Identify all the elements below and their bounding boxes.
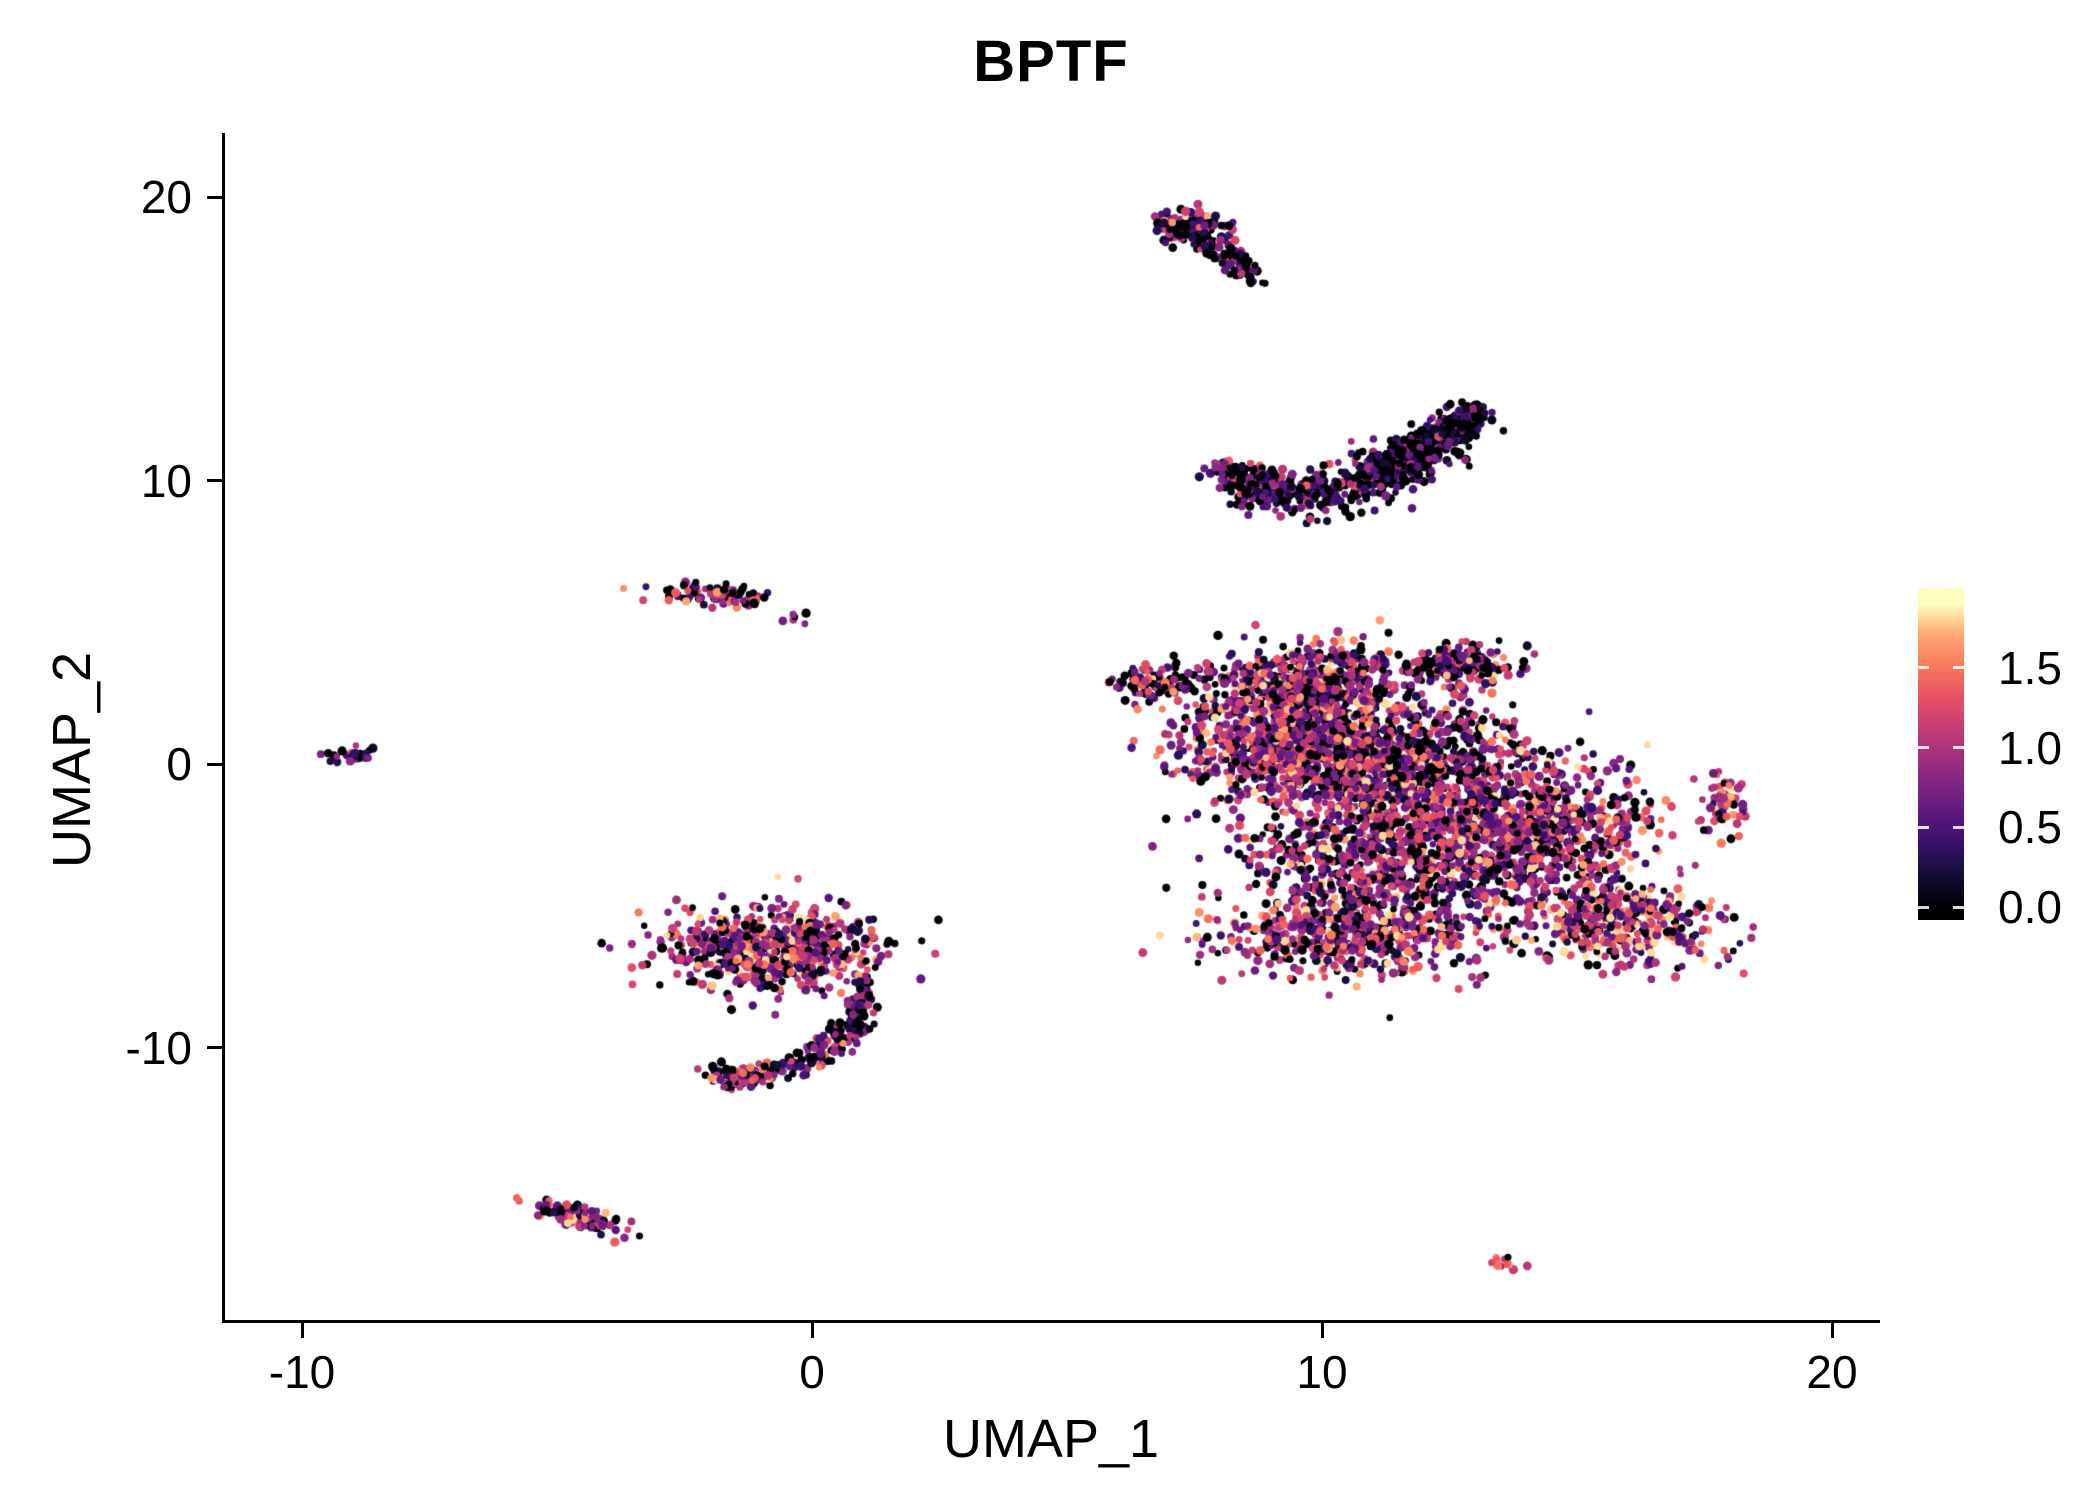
- colorbar-tick-label: 0.5: [1998, 801, 2062, 854]
- x-tick-mark: [1830, 1323, 1834, 1338]
- colorbar-tick: [1953, 746, 1964, 750]
- y-tick-label: -10: [125, 1021, 192, 1074]
- y-axis-line: [222, 133, 225, 1323]
- x-tick-label: 20: [1806, 1346, 1858, 1398]
- colorbar-tick-label: 1.0: [1998, 721, 2062, 774]
- colorbar-tick-label: 0.0: [1998, 881, 2062, 934]
- x-axis-line: [222, 1320, 1880, 1323]
- x-tick-mark: [810, 1323, 814, 1338]
- colorbar-tick: [1953, 905, 1964, 909]
- y-tick-mark: [207, 1046, 222, 1049]
- y-tick-mark: [207, 479, 222, 482]
- x-tick-label: 10: [1296, 1346, 1348, 1398]
- colorbar-tick: [1918, 666, 1929, 670]
- y-tick-label: 20: [140, 171, 192, 223]
- colorbar-tick-label: 1.5: [1998, 641, 2062, 694]
- colorbar-tick: [1953, 825, 1964, 829]
- y-tick-label: 0: [166, 738, 192, 790]
- plot-title: BPTF: [973, 29, 1129, 94]
- y-tick-mark: [207, 762, 222, 766]
- x-axis-title: UMAP_1: [942, 1409, 1160, 1469]
- colorbar-tick: [1918, 825, 1929, 829]
- x-tick-label: 0: [799, 1346, 825, 1398]
- colorbar: [1918, 588, 1964, 920]
- y-axis-title: UMAP_2: [42, 651, 102, 869]
- colorbar-tick: [1918, 905, 1929, 909]
- y-tick-mark: [207, 195, 222, 199]
- x-tick-mark: [1320, 1323, 1324, 1338]
- y-tick-label: 10: [140, 454, 192, 507]
- x-tick-label: -10: [268, 1346, 336, 1398]
- colorbar-tick: [1918, 746, 1929, 750]
- colorbar-tick: [1953, 666, 1964, 670]
- x-tick-mark: [300, 1323, 304, 1338]
